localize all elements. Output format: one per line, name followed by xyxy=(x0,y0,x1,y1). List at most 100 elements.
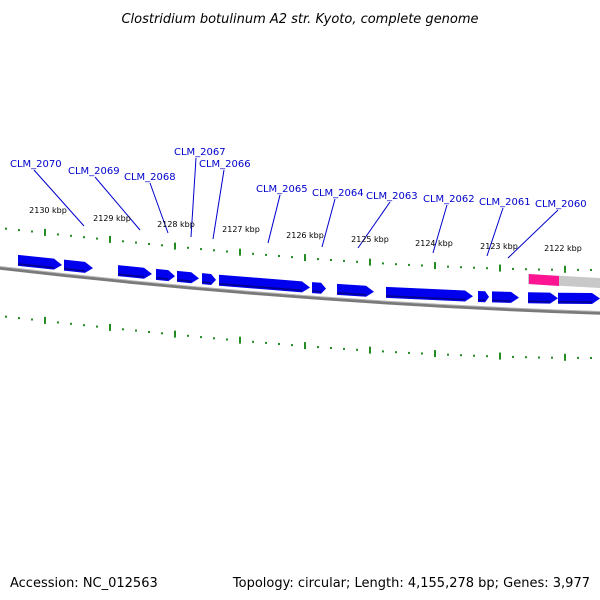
gene-arrow[interactable] xyxy=(118,265,152,279)
minor-tick xyxy=(317,258,319,261)
minor-tick xyxy=(265,341,267,344)
minor-tick xyxy=(512,355,514,358)
minor-tick xyxy=(551,356,553,359)
gene-arrow[interactable] xyxy=(219,274,310,293)
leader-line xyxy=(149,182,169,234)
minor-tick xyxy=(551,268,553,271)
minor-tick xyxy=(382,350,384,353)
major-tick xyxy=(44,228,46,236)
kbp-label: 2127 kbp xyxy=(222,225,260,234)
kbp-label: 2129 kbp xyxy=(93,214,131,223)
gene-label-clm-2064[interactable]: CLM_2064 xyxy=(312,188,364,199)
major-tick xyxy=(499,264,501,272)
minor-tick xyxy=(525,356,527,359)
gene-arrow[interactable] xyxy=(386,286,473,302)
minor-tick xyxy=(200,248,202,251)
minor-tick xyxy=(96,325,98,328)
minor-tick xyxy=(187,246,189,249)
kbp-label: 2124 kbp xyxy=(415,239,453,248)
major-tick xyxy=(239,248,241,256)
kbp-label: 2126 kbp xyxy=(286,231,324,240)
kbp-label: 2125 kbp xyxy=(351,235,389,244)
major-tick xyxy=(174,242,176,250)
minor-tick xyxy=(382,262,384,265)
minor-tick xyxy=(291,256,293,259)
minor-tick xyxy=(460,354,462,357)
gene-arrow[interactable] xyxy=(18,254,62,270)
gene-arrow-shade xyxy=(311,290,322,293)
minor-tick xyxy=(447,353,449,356)
minor-tick xyxy=(187,334,189,337)
minor-tick xyxy=(96,237,98,240)
leader-line xyxy=(94,176,141,231)
minor-tick xyxy=(57,321,59,324)
minor-tick xyxy=(447,265,449,268)
gene-label-clm-2067[interactable]: CLM_2067 xyxy=(174,147,226,158)
kbp-label: 2130 kbp xyxy=(29,206,67,215)
minor-tick xyxy=(343,347,345,350)
gene-arrow-shade xyxy=(201,281,212,284)
leader-line xyxy=(212,169,225,240)
minor-tick xyxy=(590,357,592,359)
minor-tick xyxy=(252,340,254,343)
gene-label-clm-2070[interactable]: CLM_2070 xyxy=(10,159,62,170)
minor-tick xyxy=(278,343,280,345)
gene-arrow-shade xyxy=(155,277,169,280)
gene-label-clm-2062[interactable]: CLM_2062 xyxy=(423,194,475,205)
minor-tick xyxy=(330,259,332,261)
minor-tick xyxy=(135,329,137,332)
genome-backbone-highlight xyxy=(0,266,600,312)
leader-line xyxy=(33,169,85,227)
minor-tick xyxy=(148,243,150,245)
minor-tick xyxy=(122,240,124,243)
major-tick xyxy=(174,330,176,338)
major-tick xyxy=(44,316,46,324)
leader-line xyxy=(357,201,391,249)
minor-tick xyxy=(83,236,85,239)
gene-label-clm-2060[interactable]: CLM_2060 xyxy=(535,199,587,210)
major-tick xyxy=(109,235,111,243)
minor-tick xyxy=(317,346,319,349)
minor-tick xyxy=(31,230,33,233)
minor-tick xyxy=(226,338,228,341)
gene-label-clm-2068[interactable]: CLM_2068 xyxy=(124,172,176,183)
highlight-feature[interactable] xyxy=(529,274,559,286)
gene-label-clm-2065[interactable]: CLM_2065 xyxy=(256,184,308,195)
gene-label-clm-2061[interactable]: CLM_2061 xyxy=(479,197,531,208)
leader-line xyxy=(486,207,504,257)
gene-label-clm-2069[interactable]: CLM_2069 xyxy=(68,166,120,177)
minor-tick xyxy=(473,354,475,357)
minor-tick xyxy=(395,351,397,354)
gene-labels: CLM_2070 CLM_2069 CLM_2068 CLM_2067 CLM_… xyxy=(10,147,587,210)
minor-tick xyxy=(161,244,163,247)
gene-label-clm-2063[interactable]: CLM_2063 xyxy=(366,191,418,202)
minor-tick xyxy=(5,227,7,230)
minor-tick xyxy=(278,255,280,257)
minor-tick xyxy=(70,234,72,237)
kbp-scale-labels: 2130 kbp 2129 kbp 2128 kbp 2127 kbp 2126… xyxy=(29,206,582,253)
minor-tick xyxy=(577,356,579,359)
minor-tick xyxy=(148,331,150,333)
minor-tick xyxy=(473,266,475,269)
gene-arrow-shade xyxy=(117,273,145,278)
minor-tick xyxy=(408,351,410,354)
major-tick xyxy=(109,323,111,331)
minor-tick xyxy=(408,263,410,266)
minor-tick xyxy=(57,233,59,236)
genome-title: Clostridium botulinum A2 str. Kyoto, com… xyxy=(121,12,478,27)
major-tick xyxy=(434,350,436,358)
minor-tick xyxy=(213,337,215,340)
kbp-label: 2122 kbp xyxy=(544,244,582,253)
genome-summary-text: Topology: circular; Length: 4,155,278 bp… xyxy=(232,576,590,591)
minor-tick xyxy=(421,264,423,267)
gene-label-clm-2066[interactable]: CLM_2066 xyxy=(199,159,251,170)
minor-tick xyxy=(5,315,7,318)
minor-tick xyxy=(18,317,20,320)
gene-arrow-shade xyxy=(63,267,86,272)
gene-track xyxy=(17,254,600,304)
minor-tick xyxy=(356,348,358,351)
leader-line xyxy=(267,194,281,244)
major-tick xyxy=(564,353,566,361)
minor-tick xyxy=(421,352,423,355)
